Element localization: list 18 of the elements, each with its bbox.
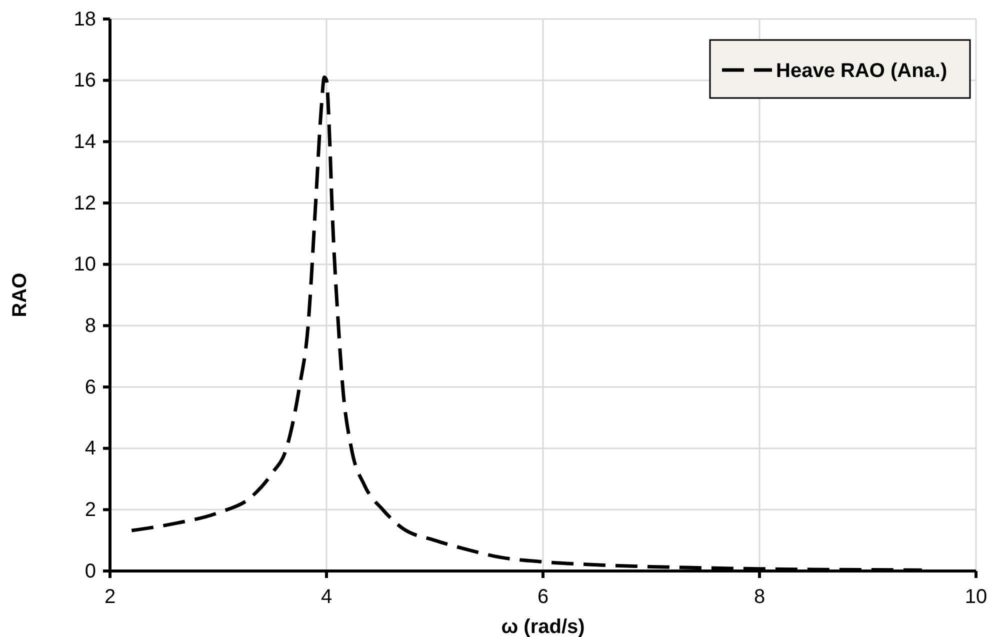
y-tick-label: 18 xyxy=(74,8,96,30)
legend-label: Heave RAO (Ana.) xyxy=(776,60,948,82)
y-tick-label: 2 xyxy=(84,499,96,522)
y-tick-label: 0 xyxy=(84,560,96,582)
x-axis-title: ω (rad/s) xyxy=(501,616,585,637)
x-tick-label: 10 xyxy=(964,586,988,608)
x-tick-label: 8 xyxy=(754,586,766,608)
y-axis-title: RAO xyxy=(9,272,31,318)
y-tick-label: 10 xyxy=(74,254,96,276)
y-tick-label: 16 xyxy=(74,70,96,92)
y-tick-label: 14 xyxy=(74,131,96,154)
y-tick-label: 8 xyxy=(84,315,96,338)
x-tick-label: 4 xyxy=(320,586,332,608)
y-tick-label: 6 xyxy=(84,376,96,398)
y-tick-label: 12 xyxy=(74,192,96,214)
y-tick-label: 4 xyxy=(84,438,96,460)
x-tick-label: 2 xyxy=(104,586,116,608)
x-tick-label: 6 xyxy=(537,586,549,608)
